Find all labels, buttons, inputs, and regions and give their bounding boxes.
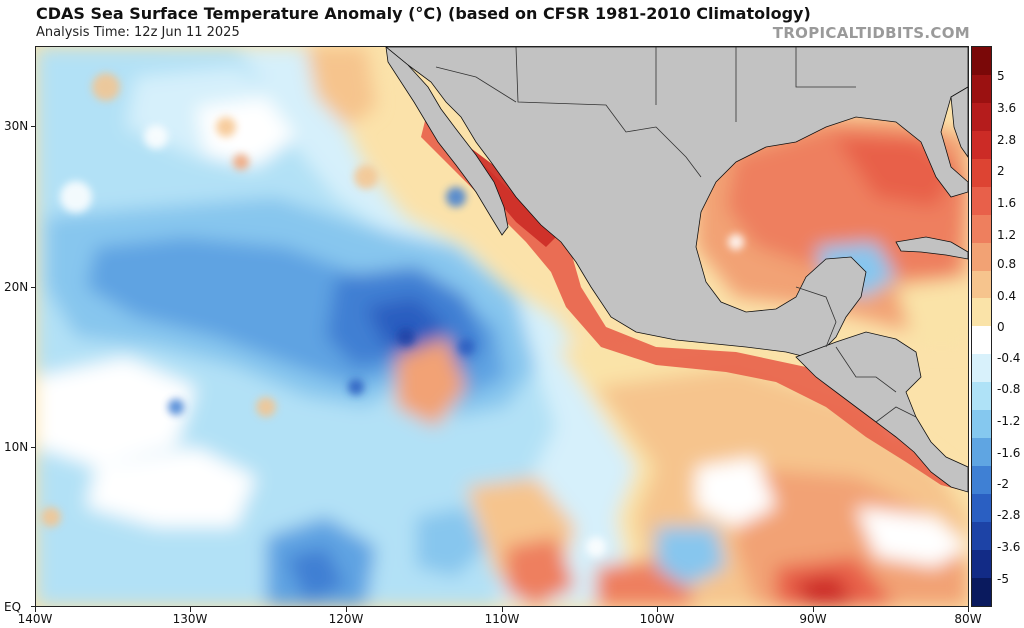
anomaly-field — [36, 47, 968, 606]
lon-label-80w: 80W — [954, 612, 982, 626]
lat-label-eq: EQ — [4, 600, 22, 614]
colorbar-segment — [972, 326, 991, 355]
lon-tick-80w — [968, 607, 969, 612]
colorbar-segment — [972, 47, 991, 75]
mexico-landmass — [385, 47, 968, 358]
colorbar-label: -1.2 — [997, 414, 1021, 428]
lat-tick-30n — [31, 126, 36, 127]
lon-tick-140w — [35, 607, 36, 612]
lon-tick-110w — [502, 607, 503, 612]
colorbar-segment — [972, 549, 991, 578]
colorbar-label: -3.6 — [997, 540, 1021, 554]
coastal-warm-strip — [421, 117, 968, 492]
colorbar-label: -5 — [997, 572, 1009, 586]
colorbar-segment — [972, 521, 991, 550]
colorbar-segment — [972, 130, 991, 159]
colorbar-label: 1.6 — [997, 196, 1017, 210]
colorbar-segment — [972, 382, 991, 411]
colorbar-segment — [972, 466, 991, 494]
colorbar-segment — [972, 438, 991, 467]
colorbar — [971, 46, 992, 607]
lon-label-130w: 130W — [172, 612, 208, 626]
colorbar-segment — [972, 102, 991, 131]
colorbar-segment — [972, 242, 991, 271]
lat-label-10n: 10N — [4, 440, 29, 454]
lon-tick-130w — [190, 607, 191, 612]
colorbar-segment — [972, 410, 991, 439]
colorbar-segment — [972, 577, 991, 606]
colorbar-segment — [972, 74, 991, 103]
colorbar-label: 2.8 — [997, 133, 1017, 147]
colorbar-segment — [972, 186, 991, 215]
baja-california — [385, 47, 509, 236]
lon-label-110w: 110W — [484, 612, 520, 626]
colorbar-label: 0.4 — [997, 289, 1017, 303]
colorbar-label: -2 — [997, 477, 1009, 491]
colorbar-segment — [972, 354, 991, 383]
lat-tick-10n — [31, 447, 36, 448]
colorbar-label: -0.8 — [997, 382, 1021, 396]
lon-label-120w: 120W — [328, 612, 364, 626]
colorbar-label: 2 — [997, 164, 1005, 178]
lat-label-30n: 30N — [4, 119, 29, 133]
colorbar-segment — [972, 298, 991, 327]
colorbar-label: 0.8 — [997, 257, 1017, 271]
sst-anomaly-map — [35, 46, 969, 607]
florida — [950, 86, 968, 158]
lon-label-100w: 100W — [639, 612, 675, 626]
political-borders — [435, 47, 917, 423]
map-title: CDAS Sea Surface Temperature Anomaly (°C… — [36, 4, 811, 23]
central-america — [795, 331, 968, 493]
lon-label-140w: 140W — [17, 612, 53, 626]
colorbar-segment — [972, 158, 991, 187]
lat-tick-eq — [31, 606, 36, 607]
colorbar-label: 1.2 — [997, 228, 1017, 242]
site-credit: TROPICALTIDBITS.COM — [772, 24, 970, 42]
colorbar-label: -2.8 — [997, 508, 1021, 522]
cuba — [895, 236, 968, 260]
lon-label-90w: 90W — [799, 612, 827, 626]
lon-tick-100w — [657, 607, 658, 612]
colorbar-segment — [972, 214, 991, 243]
lat-label-20n: 20N — [4, 280, 29, 294]
colorbar-label: 0 — [997, 320, 1005, 334]
lat-tick-20n — [31, 287, 36, 288]
lon-tick-120w — [346, 607, 347, 612]
lon-tick-90w — [813, 607, 814, 612]
analysis-time: Analysis Time: 12z Jun 11 2025 — [36, 25, 240, 40]
colorbar-label: -0.4 — [997, 351, 1021, 365]
colorbar-label: 5 — [997, 69, 1005, 83]
colorbar-segment — [972, 494, 991, 522]
colorbar-label: -1.6 — [997, 446, 1021, 460]
colorbar-segment — [972, 270, 991, 299]
colorbar-label: 3.6 — [997, 101, 1017, 115]
